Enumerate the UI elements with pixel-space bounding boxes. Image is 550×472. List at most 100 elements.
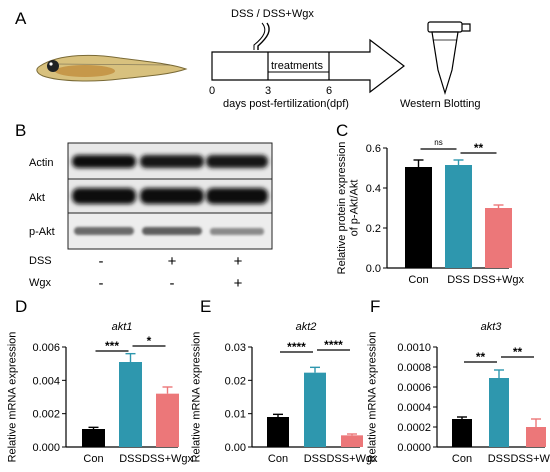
blot-label-actin: Actin bbox=[29, 157, 53, 169]
timeline-axis-caption: days post-fertilization(dpf) bbox=[223, 98, 349, 110]
blot-band bbox=[140, 155, 204, 168]
blot-band bbox=[210, 228, 264, 235]
timeline-tick-6: 6 bbox=[326, 85, 332, 97]
treatment-label: DSS / DSS+Wgx bbox=[231, 8, 314, 20]
panel-f-title: akt3 bbox=[481, 321, 503, 333]
dss-sign-dss-wgx: + bbox=[234, 253, 243, 270]
panel-e-bar-dss bbox=[304, 372, 326, 447]
panel-e-y-tick-label: 0.02 bbox=[225, 375, 246, 387]
panel-e-x-tick-label: DSS+Wgx bbox=[326, 453, 378, 465]
timeline-tick-3: 3 bbox=[265, 85, 271, 97]
zebrafish-larva-illustration bbox=[36, 54, 188, 82]
panel-f-bar-dss-wgx bbox=[526, 427, 546, 447]
panel-c-x-tick-label: DSS+Wgx bbox=[473, 274, 525, 286]
panel-d-bar-con bbox=[82, 429, 105, 447]
panel-d-bar-dss bbox=[119, 362, 142, 447]
panel-e-y-tick-label: 0.01 bbox=[225, 409, 246, 421]
panel-d-y-tick-label: 0.000 bbox=[32, 442, 60, 454]
panel-f-x-tick-label: DSS bbox=[488, 453, 511, 465]
panel-e-y-axis-label: Relative mRNA expression bbox=[190, 332, 202, 463]
panel-d-title: akt1 bbox=[112, 321, 133, 333]
panel-e-x-tick-label: Con bbox=[268, 453, 288, 465]
panel-a-letter: A bbox=[15, 9, 27, 28]
wgx-sign-dss-wgx: + bbox=[234, 275, 243, 292]
blot-band bbox=[74, 227, 134, 235]
blot-band bbox=[140, 188, 204, 204]
panel-f-significance-label: ** bbox=[513, 345, 523, 359]
panel-f-y-tick-label: 0.0006 bbox=[397, 382, 431, 394]
panel-e-letter: E bbox=[200, 297, 211, 316]
panel-d-bar-dss-wgx bbox=[156, 393, 179, 447]
wgx-sign-dss: - bbox=[170, 275, 175, 292]
panel-f-bar-dss bbox=[489, 378, 509, 447]
panel-e-significance-label: **** bbox=[324, 338, 343, 352]
panel-d-significance-label: * bbox=[147, 334, 152, 348]
eppendorf-tube-icon bbox=[427, 21, 471, 96]
panel-f-x-tick-label: DSS+Wgx bbox=[510, 453, 550, 465]
panel-f-y-tick-label: 0.0002 bbox=[397, 422, 431, 434]
panel-f-x-tick-label: Con bbox=[452, 453, 472, 465]
panel-f-letter: F bbox=[370, 297, 380, 316]
blot-label-p-akt: p-Akt bbox=[29, 226, 55, 238]
panel-c-x-tick-label: DSS bbox=[447, 274, 470, 286]
panel-d-letter: D bbox=[15, 297, 27, 316]
panel-c-significance-label: ** bbox=[474, 141, 484, 155]
panel-d-y-tick-label: 0.002 bbox=[32, 409, 60, 421]
panel-e-significance-label: **** bbox=[287, 340, 306, 354]
western-blot-image bbox=[67, 142, 273, 250]
western-blotting-caption: Western Blotting bbox=[400, 98, 481, 110]
panel-f-y-axis-label: Relative mRNA expression bbox=[366, 332, 378, 463]
panel-d-y-tick-label: 0.004 bbox=[32, 375, 60, 387]
chart-panel-c: 0.0 0.2 0.4 0.6 Relative protein expressiono… bbox=[336, 138, 525, 286]
panel-f-y-tick-label: 0.0008 bbox=[397, 362, 431, 374]
panel-f-bar-con bbox=[452, 419, 472, 447]
panel-b-letter: B bbox=[15, 121, 26, 140]
panel-f-significance-label: ** bbox=[476, 350, 486, 364]
panel-c-bar-con bbox=[405, 167, 432, 268]
timeline-tick-0: 0 bbox=[209, 85, 215, 97]
row-label-dss: DSS bbox=[29, 255, 52, 267]
panel-d-significance-label: *** bbox=[105, 339, 119, 353]
dss-sign-con: - bbox=[99, 253, 104, 270]
treatments-text: treatments bbox=[271, 60, 323, 72]
panel-d-x-tick-label: DSS bbox=[119, 453, 142, 465]
blot-band bbox=[72, 188, 136, 204]
panel-c-y-tick-label: 0.2 bbox=[366, 223, 381, 235]
dss-sign-dss: + bbox=[168, 253, 177, 270]
panel-c-y-tick-label: 0.0 bbox=[366, 263, 381, 275]
chart-panel-e: 0.00 0.01 0.02 0.03 Relative mRNA expression… bbox=[190, 321, 378, 465]
panel-c-y-tick-label: 0.6 bbox=[366, 143, 381, 155]
chart-panel-f: 0.0000 0.0002 0.0004 0.0006 0.0008 0.0010 Rela… bbox=[366, 321, 550, 465]
panel-f-y-tick-label: 0.0000 bbox=[397, 442, 431, 454]
panel-c-significance-label: ns bbox=[434, 138, 442, 147]
blot-band bbox=[206, 155, 268, 168]
blot-band bbox=[72, 155, 136, 168]
panel-d-x-tick-label: DSS+Wgx bbox=[142, 453, 194, 465]
panel-e-y-tick-label: 0.00 bbox=[225, 442, 246, 454]
panel-f-y-tick-label: 0.0004 bbox=[397, 402, 431, 414]
treatment-timeline: DSS / DSS+Wgx treatments 0 3 6 days post… bbox=[209, 8, 405, 110]
chart-panel-d: 0.000 0.002 0.004 0.006 Relative mRNA expres… bbox=[6, 321, 193, 465]
panel-d-y-tick-label: 0.006 bbox=[32, 342, 60, 354]
blot-band bbox=[142, 227, 202, 235]
panel-e-y-tick-label: 0.03 bbox=[225, 342, 246, 354]
panel-c-x-tick-label: Con bbox=[408, 274, 428, 286]
blot-band bbox=[206, 188, 268, 204]
panel-c-y-axis-label: Relative protein expressionof p-Akt/Akt bbox=[336, 142, 361, 275]
panel-c-bar-dss bbox=[445, 165, 472, 268]
panel-e-bar-dss-wgx bbox=[341, 435, 363, 447]
wgx-sign-con: - bbox=[99, 275, 104, 292]
timeline-arrow bbox=[211, 38, 405, 94]
panel-e-x-tick-label: DSS bbox=[304, 453, 327, 465]
panel-c-bar-dss-wgx bbox=[485, 208, 512, 268]
row-label-wgx: Wgx bbox=[29, 277, 52, 289]
panel-d-y-axis-label: Relative mRNA expression bbox=[6, 332, 18, 463]
panel-d-x-tick-label: Con bbox=[83, 453, 103, 465]
panel-c-y-tick-label: 0.4 bbox=[366, 183, 381, 195]
blot-label-akt: Akt bbox=[29, 192, 45, 204]
panel-e-bar-con bbox=[267, 417, 289, 447]
panel-c-letter: C bbox=[336, 121, 348, 140]
panel-f-y-tick-label: 0.0010 bbox=[397, 342, 431, 354]
panel-e-title: akt2 bbox=[296, 321, 317, 333]
